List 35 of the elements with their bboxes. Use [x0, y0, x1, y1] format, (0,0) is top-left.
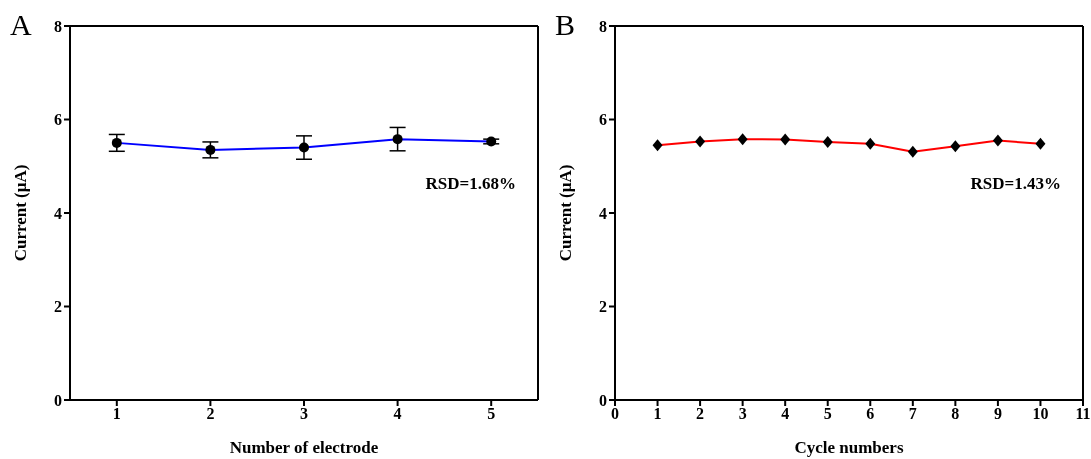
x-tick-label: 1 — [112, 405, 121, 423]
x-tick-label: 5 — [487, 405, 496, 423]
x-tick-label: 1 — [653, 405, 662, 423]
y-tick-label: 8 — [54, 17, 62, 35]
y-tick-label: 2 — [599, 298, 607, 316]
y-axis-title: Current (μA) — [11, 164, 31, 262]
annotation: RSD=1.68% — [425, 174, 516, 194]
x-tick-label: 2 — [696, 405, 705, 423]
x-tick-label: 6 — [866, 405, 875, 423]
x-tick-label: 4 — [393, 405, 402, 423]
y-tick-label: 8 — [599, 17, 607, 35]
annotation: RSD=1.43% — [970, 174, 1061, 194]
chart-title: A — [10, 8, 32, 41]
x-tick-label: 5 — [823, 405, 832, 423]
x-tick-label: 3 — [738, 405, 747, 423]
y-tick-label: 4 — [599, 204, 607, 222]
x-tick-label: 8 — [951, 405, 960, 423]
y-tick-label: 0 — [54, 391, 62, 409]
x-tick-label: 3 — [300, 405, 308, 423]
x-tick-label: 0 — [611, 405, 619, 423]
y-tick-label: 6 — [54, 111, 62, 129]
chart-title: B — [555, 8, 576, 41]
x-tick-label: 11 — [1075, 405, 1091, 423]
x-tick-label: 2 — [206, 405, 215, 423]
x-tick-label: 4 — [781, 405, 790, 423]
x-tick-label: 10 — [1032, 405, 1049, 423]
y-tick-label: 4 — [54, 204, 62, 222]
y-tick-label: 2 — [54, 298, 62, 316]
x-axis-title: Number of electrode — [229, 438, 379, 457]
y-tick-label: 0 — [599, 391, 607, 409]
x-tick-label: 7 — [908, 405, 917, 423]
y-tick-label: 6 — [599, 111, 607, 129]
x-tick-label: 9 — [993, 405, 1002, 423]
x-axis-title: Cycle numbers — [794, 438, 904, 457]
y-axis-title: Current (μA) — [556, 164, 576, 262]
